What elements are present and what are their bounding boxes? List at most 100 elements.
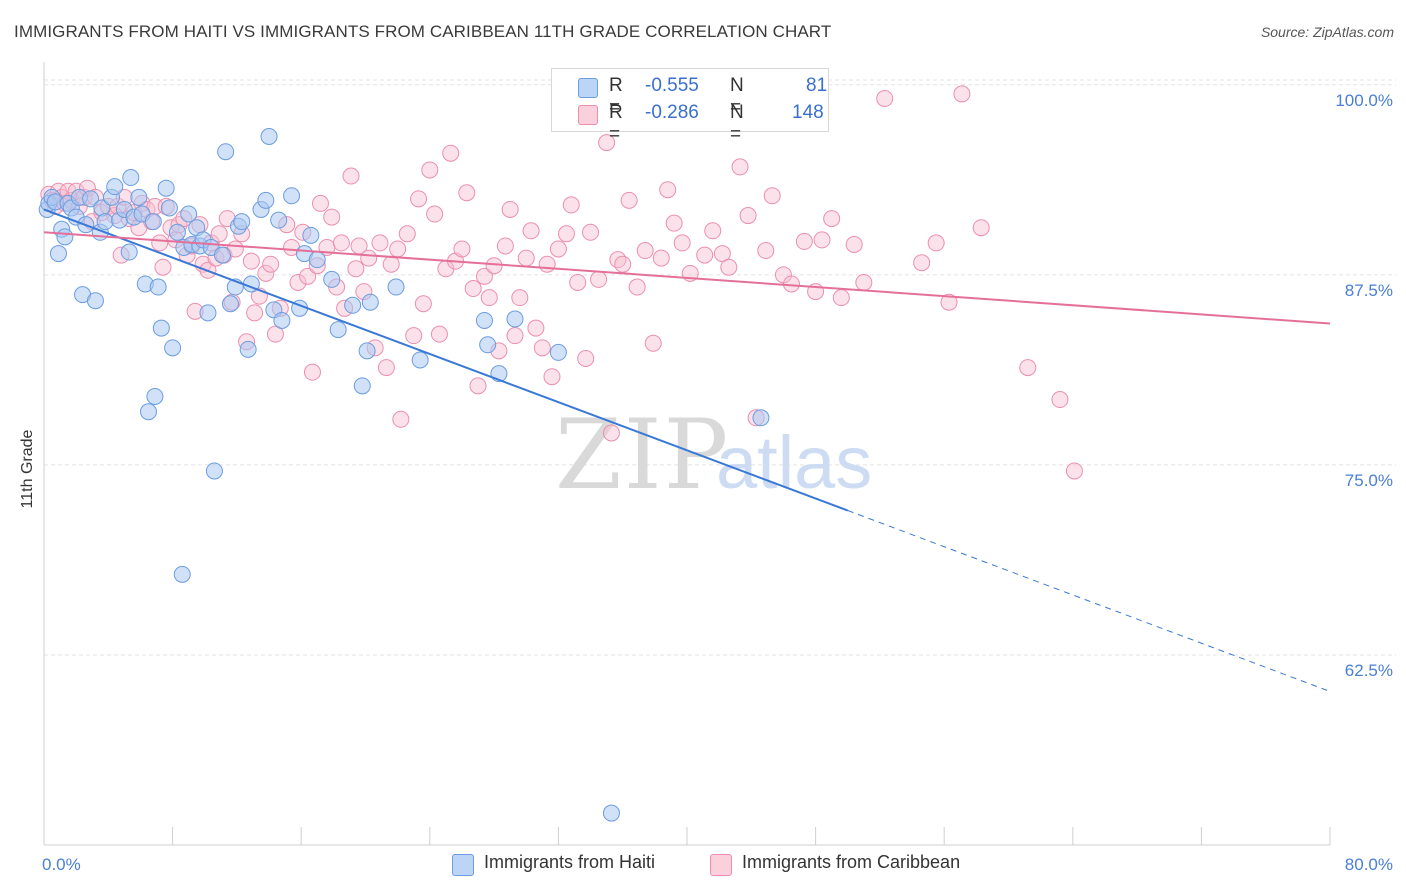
- caribbean-point: [549, 240, 567, 258]
- haiti-trend-line: [43, 208, 849, 512]
- caribbean-point: [392, 410, 410, 428]
- haiti-point: [213, 246, 231, 264]
- caribbean-point: [527, 319, 545, 337]
- n-label: N =: [730, 102, 744, 145]
- n-label: N =: [730, 75, 744, 118]
- r-label: R =: [609, 102, 623, 145]
- haiti-point: [130, 188, 148, 206]
- caribbean-point: [464, 280, 482, 298]
- caribbean-point: [557, 225, 575, 243]
- haiti-point: [120, 243, 138, 261]
- haiti-point: [344, 296, 362, 314]
- caribbean-point: [289, 273, 307, 291]
- haiti-legend-label: Immigrants from Haiti: [484, 852, 656, 872]
- caribbean-point: [154, 258, 172, 276]
- caribbean-point: [475, 267, 493, 285]
- haiti-point: [56, 228, 74, 246]
- caribbean-point: [262, 255, 280, 273]
- caribbean-point: [257, 264, 275, 282]
- caribbean-point: [347, 260, 365, 278]
- caribbean-point: [266, 325, 284, 343]
- caribbean-point: [303, 363, 321, 381]
- caribbean-point: [246, 304, 264, 322]
- axes: [43, 62, 1331, 846]
- caribbean-point: [517, 249, 535, 267]
- caribbean-point: [242, 252, 260, 270]
- caribbean-swatch: [578, 105, 598, 125]
- haiti-point: [323, 270, 341, 288]
- caribbean-point: [522, 222, 540, 240]
- caribbean-point: [577, 349, 595, 367]
- caribbean-point: [311, 194, 329, 212]
- caribbean-point: [151, 234, 169, 252]
- caribbean-point: [614, 255, 632, 273]
- caribbean-point: [823, 210, 841, 228]
- caribbean-point: [795, 232, 813, 250]
- caribbean-point: [620, 191, 638, 209]
- caribbean-point: [458, 184, 476, 202]
- caribbean-point: [342, 167, 360, 185]
- caribbean-point: [371, 234, 389, 252]
- caribbean-point: [480, 289, 498, 307]
- n-value: 148: [792, 102, 824, 123]
- haiti-point: [361, 293, 379, 311]
- caribbean-point: [1065, 462, 1083, 480]
- caribbean-point: [720, 258, 738, 276]
- haiti-point: [86, 292, 104, 310]
- caribbean-point: [953, 85, 971, 103]
- y-tick-label: 100.0%: [1335, 91, 1393, 110]
- caribbean-point: [696, 246, 714, 264]
- caribbean-point: [469, 377, 487, 395]
- y-axis-label: 11th Grade: [19, 429, 36, 509]
- correlation-legend: R = -0.555 N = 81 R = -0.286 N = 148: [551, 68, 829, 145]
- caribbean-point: [659, 181, 677, 199]
- haiti-point: [82, 190, 100, 208]
- haiti-point: [49, 245, 67, 263]
- caribbean-point: [609, 251, 627, 269]
- trend-lines: [43, 208, 1331, 692]
- caribbean-point: [430, 325, 448, 343]
- haiti-point: [144, 213, 162, 231]
- caribbean-point: [421, 161, 439, 179]
- haiti-point: [329, 321, 347, 339]
- caribbean-point: [511, 289, 529, 307]
- source-label: Source: ZipAtlas.com: [1260, 24, 1394, 40]
- haiti-point: [149, 278, 167, 296]
- caribbean-point: [360, 249, 378, 267]
- caribbean-point: [389, 240, 407, 258]
- caribbean-point: [704, 222, 722, 240]
- haiti-point: [199, 304, 217, 322]
- haiti-point: [475, 311, 493, 329]
- caribbean-point: [763, 187, 781, 205]
- caribbean-point: [628, 278, 646, 296]
- haiti-point: [270, 211, 288, 229]
- caribbean-point: [538, 255, 556, 273]
- caribbean-point: [485, 257, 503, 275]
- caribbean-point: [442, 144, 460, 162]
- caribbean-point: [533, 339, 551, 357]
- caribbean-point: [299, 267, 317, 285]
- r-value: -0.286: [645, 102, 699, 123]
- haiti-point: [157, 179, 175, 197]
- y-axis-label-wrap: 11th Grade: [16, 420, 40, 520]
- caribbean-trend-line: [43, 231, 1331, 325]
- caribbean-point: [543, 368, 561, 386]
- haiti-point: [217, 143, 235, 161]
- haiti-point: [752, 409, 770, 427]
- caribbean-point: [757, 242, 775, 260]
- caribbean-point: [496, 237, 514, 255]
- caribbean-point: [845, 235, 863, 253]
- haiti-point: [96, 213, 114, 231]
- caribbean-point: [731, 158, 749, 176]
- caribbean-point: [652, 249, 670, 267]
- caribbean-point: [210, 225, 228, 243]
- caribbean-point: [590, 270, 608, 288]
- haiti-point: [283, 187, 301, 205]
- watermark-zip: ZIP: [555, 399, 730, 511]
- haiti-point: [146, 387, 164, 405]
- caribbean-point: [582, 223, 600, 241]
- haiti-point: [602, 804, 620, 822]
- caribbean-swatch: [710, 854, 732, 876]
- caribbean-point: [855, 273, 873, 291]
- caribbean-point: [1051, 391, 1069, 409]
